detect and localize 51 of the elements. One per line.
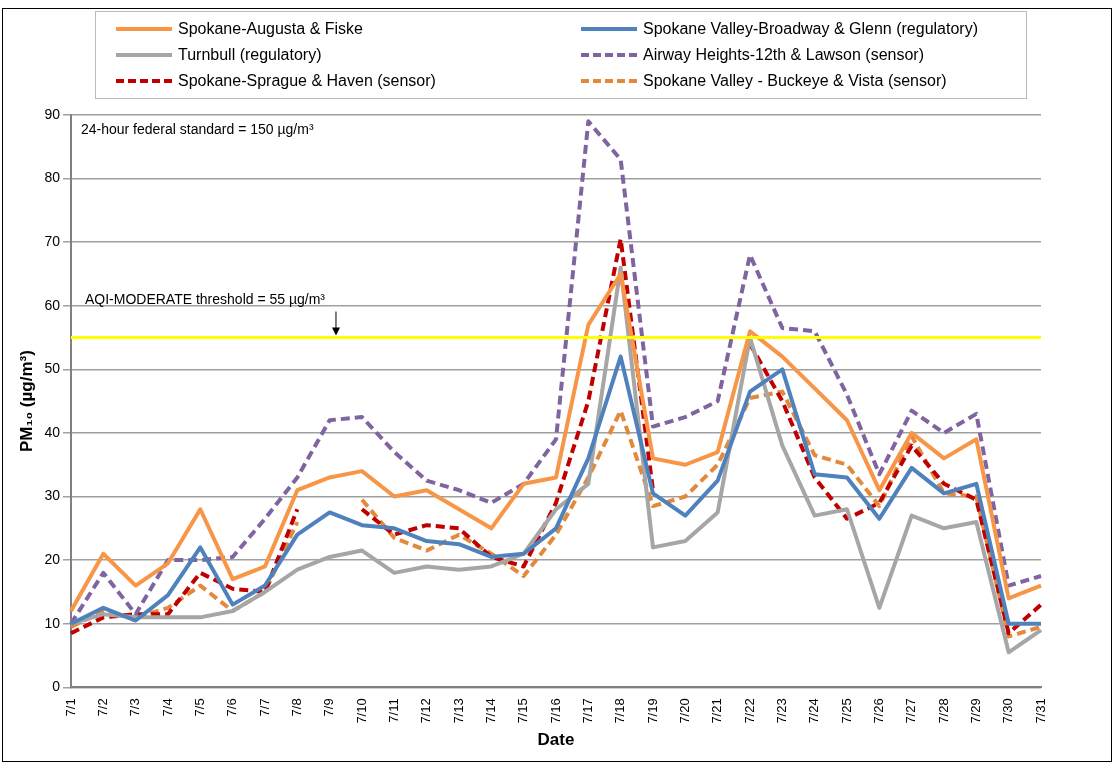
y-tick-label: 70 — [44, 233, 61, 250]
x-tick-label: 7/18 — [612, 698, 628, 724]
y-tick-label: 40 — [44, 423, 61, 440]
x-tick-label: 7/19 — [644, 698, 660, 724]
legend-label: Spokane-Augusta & Fiske — [178, 20, 363, 38]
x-tick-label: 7/8 — [288, 698, 304, 717]
x-tick-label: 7/10 — [353, 698, 369, 724]
x-tick-label: 7/31 — [1032, 698, 1048, 724]
x-tick-label: 7/17 — [579, 698, 595, 724]
legend-label: Spokane Valley - Buckeye & Vista (sensor) — [643, 72, 947, 90]
x-tick-label: 7/9 — [321, 698, 337, 717]
x-tick-label: 7/20 — [676, 698, 692, 724]
annotation: 24-hour federal standard = 150 µg/m³ — [80, 120, 314, 137]
y-tick-label: 80 — [44, 169, 61, 186]
legend-label: Turnbull (regulatory) — [178, 46, 322, 64]
x-tick-label: 7/14 — [482, 698, 498, 724]
legend-label: Spokane-Sprague & Haven (sensor) — [178, 72, 436, 90]
x-tick-label: 7/22 — [741, 698, 757, 724]
y-tick-label: 90 — [44, 105, 61, 122]
x-tick-label: 7/3 — [127, 698, 143, 717]
x-tick-label: 7/13 — [450, 698, 466, 724]
x-tick-label: 7/1 — [62, 698, 78, 717]
legend-label: Airway Heights-12th & Lawson (sensor) — [643, 46, 925, 64]
y-axis-title: PM₁₀ (µg/m³) — [16, 350, 36, 453]
x-tick-label: 7/7 — [256, 698, 272, 717]
y-tick-label: 0 — [52, 678, 61, 695]
x-tick-label: 7/2 — [94, 698, 110, 717]
y-tick-label: 50 — [44, 360, 61, 377]
x-tick-label: 7/15 — [515, 698, 531, 724]
y-tick-label: 20 — [44, 550, 61, 567]
x-tick-label: 7/26 — [870, 698, 886, 724]
x-tick-label: 7/12 — [418, 698, 434, 724]
x-tick-label: 7/11 — [385, 698, 401, 723]
x-tick-label: 7/23 — [773, 698, 789, 724]
x-tick-label: 7/29 — [967, 698, 983, 724]
x-tick-label: 7/5 — [191, 698, 207, 717]
x-axis-title: Date — [537, 730, 575, 750]
x-tick-label: 7/21 — [709, 698, 725, 724]
x-tick-label: 7/27 — [903, 698, 919, 724]
x-tick-label: 7/16 — [547, 698, 563, 724]
y-tick-label: 10 — [44, 614, 61, 631]
y-tick-label: 30 — [44, 487, 61, 504]
x-tick-label: 7/28 — [935, 698, 951, 724]
x-tick-label: 7/25 — [838, 698, 854, 724]
y-tick-label: 60 — [44, 296, 61, 313]
legend-label: Spokane Valley-Broadway & Glenn (regulatory) — [643, 20, 978, 38]
x-tick-label: 7/30 — [1000, 698, 1016, 724]
x-tick-label: 7/4 — [159, 698, 175, 717]
ref-line-label: AQI-MODERATE threshold = 55 µg/m³ — [84, 291, 326, 308]
x-tick-label: 7/6 — [224, 698, 240, 717]
x-tick-label: 7/24 — [806, 698, 822, 724]
